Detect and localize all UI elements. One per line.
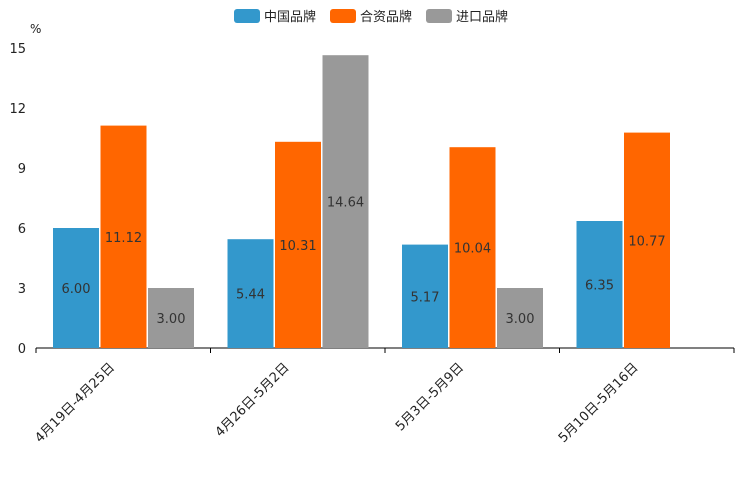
- y-tick-label: 9: [18, 162, 26, 177]
- legend-label: 进口品牌: [456, 9, 508, 25]
- data-label: 6.35: [585, 279, 614, 294]
- legend-swatch: [426, 9, 452, 23]
- data-label: 10.04: [454, 242, 491, 257]
- bar: [449, 147, 496, 348]
- bar: [53, 228, 99, 348]
- data-label: 3.00: [506, 312, 535, 327]
- y-tick-label: 15: [9, 42, 26, 57]
- y-tick-label: 0: [18, 342, 26, 357]
- y-axis-unit: %: [30, 22, 41, 36]
- y-axis: 0 3 6 9 12 15: [9, 42, 26, 357]
- y-tick-label: 12: [9, 102, 26, 117]
- data-labels: 6.00 5.44 5.17 6.35 11.12 10.31 10.04 10.77 3.00…: [62, 196, 666, 327]
- legend: 中国品牌 合资品牌 进口品牌: [234, 9, 508, 25]
- y-tick-label: 6: [18, 222, 26, 237]
- bars: [53, 55, 670, 348]
- data-label: 10.31: [279, 239, 316, 254]
- bar: [497, 288, 543, 348]
- bar: [402, 244, 448, 348]
- data-label: 5.44: [236, 288, 265, 303]
- bar: [624, 132, 670, 348]
- bar: [576, 221, 623, 348]
- x-tick-label: 5月10日-5月16日: [556, 360, 642, 446]
- legend-label: 中国品牌: [264, 9, 316, 25]
- legend-swatch: [330, 9, 356, 23]
- bar: [148, 288, 194, 348]
- legend-swatch: [234, 9, 260, 23]
- data-label: 5.17: [411, 290, 440, 305]
- data-label: 6.00: [62, 282, 91, 297]
- bar: [227, 239, 274, 348]
- data-label: 14.64: [327, 196, 364, 211]
- y-tick-label: 3: [18, 282, 26, 297]
- x-tick-label: 4月26日-5月2日: [213, 360, 293, 440]
- data-label: 10.77: [628, 234, 665, 249]
- bar: [322, 55, 369, 348]
- legend-label: 合资品牌: [360, 9, 412, 25]
- bar: [100, 125, 147, 348]
- x-axis: 4月19日-4月25日 4月26日-5月2日 5月3日-5月9日 5月10日-5月16…: [32, 347, 735, 446]
- data-label: 3.00: [157, 312, 186, 327]
- data-label: 11.12: [105, 231, 142, 246]
- x-tick-label: 4月19日-4月25日: [32, 360, 118, 446]
- bar: [275, 141, 321, 348]
- x-tick-label: 5月3日-5月9日: [393, 360, 467, 434]
